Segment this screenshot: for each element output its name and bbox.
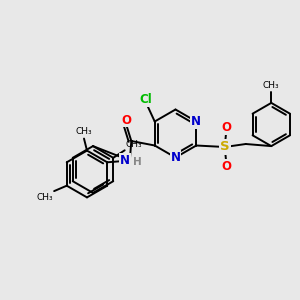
Text: H: H	[133, 157, 142, 167]
Text: N: N	[120, 154, 130, 167]
Text: CH₃: CH₃	[36, 194, 52, 202]
Text: O: O	[221, 121, 231, 134]
Text: CH₃: CH₃	[76, 127, 92, 136]
Text: N: N	[170, 151, 181, 164]
Text: O: O	[221, 160, 231, 173]
Text: CH₃: CH₃	[125, 140, 142, 148]
Text: S: S	[220, 140, 230, 154]
Text: CH₃: CH₃	[263, 81, 280, 90]
Text: O: O	[121, 113, 131, 127]
Text: N: N	[191, 115, 201, 128]
Text: Cl: Cl	[139, 93, 152, 106]
